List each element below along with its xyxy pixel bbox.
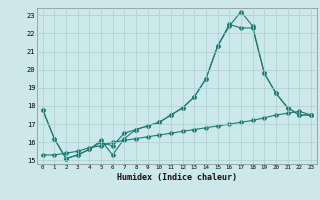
X-axis label: Humidex (Indice chaleur): Humidex (Indice chaleur): [117, 173, 237, 182]
